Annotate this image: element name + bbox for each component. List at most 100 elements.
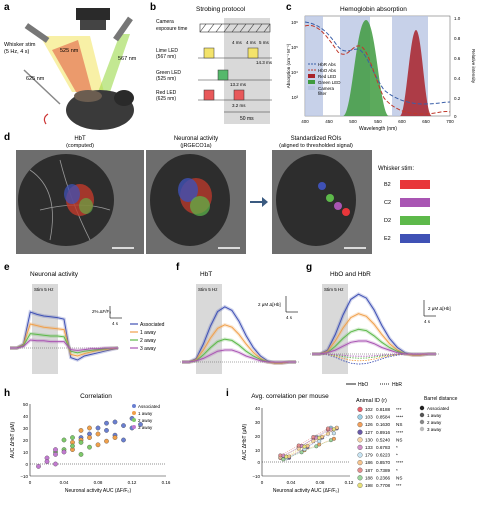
- c-legend-3: Green LED: [318, 80, 341, 85]
- i-point-187-3: [278, 453, 283, 458]
- i-animal-r-186: 0.8570: [376, 460, 390, 465]
- c-y2tick-2: 0.6: [454, 56, 461, 61]
- neuronal-blob-blue: [178, 178, 198, 202]
- label-525: 525 nm: [60, 48, 79, 54]
- c-ytick-2: 10⁴: [291, 70, 298, 75]
- i-ytick-5: −10: [252, 474, 260, 479]
- stim-arrow: [43, 113, 49, 125]
- e-legend-0: Associated: [140, 322, 165, 328]
- hbr-abs-curve: [304, 21, 451, 105]
- i-point-198-0: [331, 427, 336, 432]
- h-point-1-5: [78, 428, 84, 433]
- d-img1-title-2: (computed): [66, 143, 94, 149]
- i-animal-r-133: 0.6783: [376, 445, 390, 450]
- i-point-130-1: [311, 439, 316, 444]
- g-legend-hbo: HbO: [358, 382, 368, 388]
- c-y2tick-0: 1.0: [454, 16, 461, 21]
- h-point-0-4: [121, 423, 126, 428]
- d-arrow: [250, 197, 268, 207]
- label-567: 567 nm: [118, 56, 137, 62]
- c-xlabel: Wavelength (nm): [359, 126, 397, 132]
- d-legend-swatch-b2: [400, 180, 430, 189]
- neuronal-image: [146, 150, 246, 254]
- d-legend-3: E2: [384, 236, 391, 242]
- e-trace-3: [10, 339, 118, 351]
- i-mouse-line-133: [283, 429, 332, 456]
- c-xtick-4: 600: [398, 119, 406, 124]
- i-animal-swatch-103: [357, 414, 363, 420]
- camera-lens: [80, 20, 106, 30]
- h-point-0-11: [104, 420, 109, 426]
- roi-window: [276, 154, 356, 246]
- h-point-1-3: [95, 431, 101, 437]
- i-animal-id-198: 198: [365, 483, 373, 488]
- h-legend-swatch-1: [132, 411, 136, 415]
- i-animal-sig-186: ****: [396, 460, 403, 465]
- i-point-179-0: [331, 431, 336, 436]
- i-animal-sig-130: NS: [396, 437, 402, 442]
- red-pulse-1: [203, 89, 215, 101]
- i-point-187-2: [296, 443, 301, 448]
- arrow-head: [262, 197, 268, 207]
- d-legend-0: B2: [384, 182, 391, 188]
- i-point-188-0: [328, 438, 333, 443]
- h-xtick-4: 0.16: [162, 480, 171, 485]
- d-img3-title-1: Standardized ROIs: [291, 136, 342, 142]
- panel-i-title: Avg. correlation per mouse: [251, 393, 329, 400]
- lime-pulse-2: [247, 47, 259, 59]
- c-ytick-0: 10⁶: [291, 20, 298, 25]
- h-point-2-1: [70, 443, 75, 449]
- h-ylabel: AUC ΔHbT (μM): [10, 421, 16, 458]
- i-barrel-2: 2 away: [427, 420, 442, 425]
- f-stim-label: Stim 5 Hz: [198, 287, 218, 292]
- i-animal-swatch-102: [357, 406, 363, 412]
- i-animal-id-130: 130: [365, 437, 373, 442]
- h-point-2-4: [70, 435, 75, 440]
- f-trace-3: [182, 349, 296, 363]
- h-point-1-2: [87, 435, 92, 440]
- i-barrel-swatch-3: [419, 426, 425, 432]
- panel-e-letter: e: [4, 262, 10, 273]
- d-legend-swatch-e2: [400, 234, 430, 243]
- row-lime-nm: (567 nm): [156, 54, 176, 60]
- i-ylabel: AUC ΔHbT (μM): [242, 423, 248, 460]
- g-hbr-trace-1: [312, 353, 436, 362]
- f-traces: [182, 304, 296, 365]
- i-ytick-0: 40: [255, 406, 261, 411]
- h-point-2-7: [78, 452, 84, 457]
- ann-50ms: 50 ms: [240, 116, 254, 122]
- legend-filter-swatch: [308, 86, 315, 90]
- h-point-1-8: [112, 435, 118, 440]
- i-mouse-line-179: [286, 433, 335, 459]
- row-green-nm: (525 nm): [156, 76, 176, 82]
- i-animal-sig-198: ***: [396, 483, 402, 488]
- panel-f-letter: f: [176, 262, 180, 273]
- g-stim-shade: [322, 284, 348, 374]
- d-img1-title-1: HbT: [74, 136, 86, 142]
- f-scale-y: 2 μM Δ[Hb]: [258, 302, 281, 307]
- i-animal-sig-188: NS: [396, 475, 402, 480]
- c-xtick-3: 550: [374, 119, 382, 124]
- mouse-ear: [114, 90, 134, 106]
- i-barrel-0: Associated: [427, 406, 450, 411]
- h-point-1-4: [104, 438, 109, 444]
- i-animal-r-127: 0.8916: [376, 430, 390, 435]
- whisker-label-1: Whisker stim: [4, 42, 36, 48]
- hbt-blob-green: [79, 198, 93, 214]
- c-legend-1: HbO Abs: [318, 68, 337, 73]
- c-legend: [308, 63, 316, 90]
- i-barrel-1: 1 away: [427, 413, 442, 418]
- i-point-198-2: [302, 444, 307, 449]
- h-point-0-9: [138, 422, 143, 427]
- c-y2tick-3: 0.4: [454, 76, 461, 81]
- i-animal-id-127: 127: [365, 430, 373, 435]
- e-legend-1: 1 away: [140, 330, 156, 336]
- i-animal-sig-187: *: [396, 468, 398, 473]
- panel-i-letter: i: [226, 388, 229, 399]
- i-animal-id-188: 188: [365, 475, 373, 480]
- i-animal-sig-126: NS: [396, 422, 402, 427]
- ann-4ms-b: 4 ms: [246, 40, 257, 45]
- c-y2tick-4: 0.2: [454, 96, 461, 101]
- row-red: Red LED: [156, 90, 177, 96]
